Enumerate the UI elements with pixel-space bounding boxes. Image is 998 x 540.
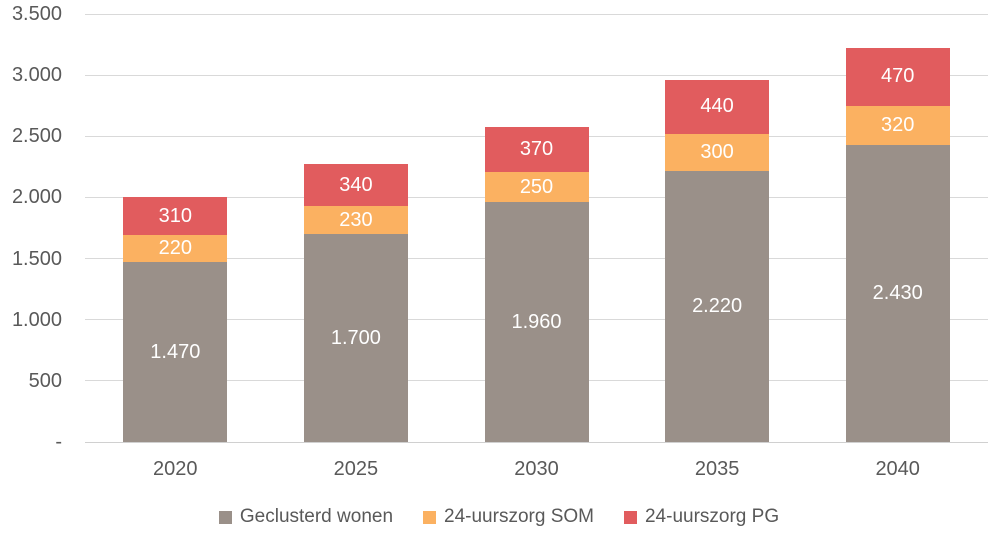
y-tick-label: 1.000 (11, 308, 62, 331)
bar-segment-geclusterd-wonen: 2.220 (665, 170, 770, 442)
bar-segment-24-uurszorg-pg: 340 (303, 164, 408, 206)
bar-2040: 2.430 320 470 (845, 48, 950, 442)
bar-segment-value: 230 (339, 208, 373, 231)
bar-segment-value: 1.470 (150, 340, 201, 363)
bar-segment-value: 250 (519, 175, 554, 198)
bar-segment-24-uurszorg-pg: 440 (665, 80, 770, 134)
bar-2025: 1.700 230 340 (303, 164, 408, 442)
legend-item-24-uurszorg-pg: 24-uurszorg PG (623, 506, 780, 528)
bar-segment-value: 300 (700, 140, 734, 163)
plot-area: 1.470 220 310 1.700 230 340 1.960 250 370 2.220 30… (85, 13, 988, 443)
y-tick-label: 3.500 (11, 3, 62, 25)
x-tick-label: 2030 (514, 458, 559, 480)
legend-swatch-icon (623, 510, 637, 524)
bar-segment-24-uurszorg-som: 220 (123, 235, 228, 263)
bar-segment-value: 1.960 (511, 310, 562, 333)
bar-segment-value: 2.430 (872, 281, 923, 304)
y-tick-label: 3.000 (11, 64, 62, 87)
y-tick-label: 2.500 (11, 125, 62, 148)
bar-segment-24-uurszorg-pg: 470 (845, 48, 950, 106)
bar-segment-value: 2.220 (692, 294, 743, 317)
legend-label: 24-uurszorg PG (644, 506, 780, 527)
y-tick-label: 2.000 (11, 186, 62, 209)
bar-segment-geclusterd-wonen: 1.960 (484, 202, 589, 442)
bar-segment-24-uurszorg-som: 230 (303, 206, 408, 235)
legend-swatch-icon (218, 510, 232, 524)
x-tick-label: 2040 (875, 458, 920, 480)
bar-2035: 2.220 300 440 (665, 80, 770, 442)
y-tick-label: - (55, 431, 62, 453)
bar-segment-value: 320 (881, 113, 915, 136)
gridline (85, 441, 988, 443)
bar-segment-value: 470 (881, 65, 915, 88)
gridline (85, 74, 988, 76)
bar-segment-value: 370 (519, 137, 554, 160)
bar-segment-24-uurszorg-som: 320 (845, 105, 950, 145)
legend-label: Geclusterd wonen (239, 506, 394, 527)
bar-segment-value: 340 (339, 173, 373, 196)
bar-segment-24-uurszorg-pg: 310 (123, 197, 228, 236)
bar-segment-24-uurszorg-pg: 370 (484, 126, 589, 172)
bar-2030: 1.960 250 370 (484, 126, 589, 442)
bar-segment-24-uurszorg-som: 250 (484, 171, 589, 203)
x-tick-label: 2025 (333, 458, 379, 480)
legend-item-geclusterd-wonen: Geclusterd wonen (218, 506, 394, 528)
x-tick-label: 2020 (153, 458, 198, 480)
bar-segment-24-uurszorg-som: 300 (665, 133, 770, 171)
y-tick-label: 500 (28, 369, 62, 392)
bar-segment-value: 1.700 (330, 326, 381, 349)
legend-label: 24-uurszorg SOM (444, 506, 594, 527)
bar-segment-value: 310 (158, 204, 192, 227)
bar-2020: 1.470 220 310 (123, 197, 228, 442)
bar-segment-geclusterd-wonen: 2.430 (845, 144, 950, 442)
legend: Geclusterd wonen 24-uurszorg SOM 24-uurszo… (0, 506, 998, 528)
legend-item-24-uurszorg-som: 24-uurszorg SOM (423, 506, 594, 528)
legend-swatch-icon (423, 510, 437, 524)
bar-segment-geclusterd-wonen: 1.700 (303, 234, 408, 442)
x-tick-label: 2035 (694, 458, 740, 480)
gridline (85, 13, 988, 15)
bar-segment-geclusterd-wonen: 1.470 (123, 262, 228, 442)
bar-segment-value: 220 (158, 237, 192, 260)
bar-segment-value: 440 (700, 95, 734, 118)
y-tick-label: 1.500 (11, 247, 62, 270)
